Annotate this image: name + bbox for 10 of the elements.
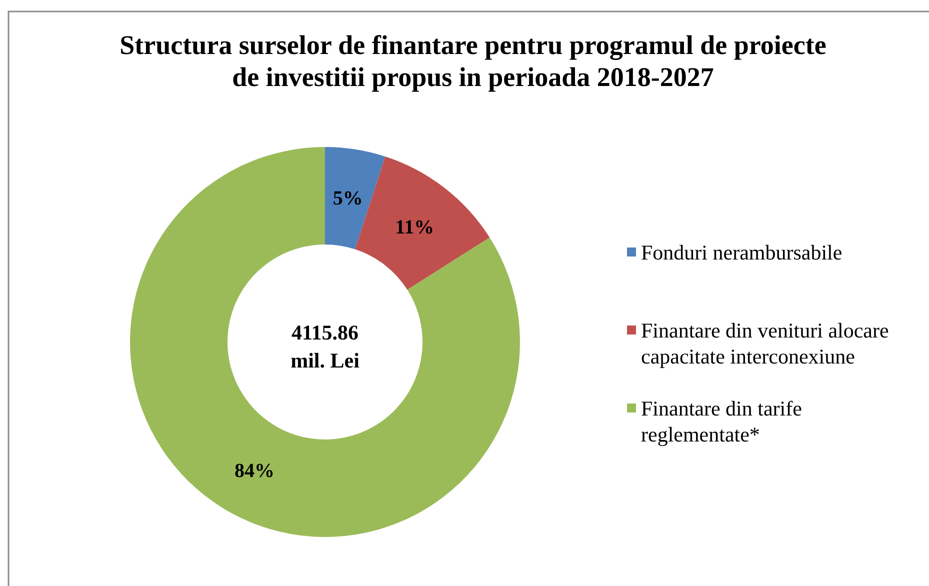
data-label: 11% [395,216,434,238]
data-label: 5% [332,188,363,210]
data-label: 84% [234,460,275,482]
donut-slice [130,147,520,537]
text: 4115.86 mil. Lei [290,320,360,372]
legend-label: Finantare din tarife reglementate* [641,396,802,446]
legend-label: Fonduri nerambursabile [641,240,842,264]
donut-slice [325,147,386,250]
legend-label: Finantare din venituri alocare capacitate interconexiune [641,318,889,368]
chart-title: Structura surselor de finantare pentru programul de proiecte de investitii propus in perioada 2018-2027 [120,30,826,92]
